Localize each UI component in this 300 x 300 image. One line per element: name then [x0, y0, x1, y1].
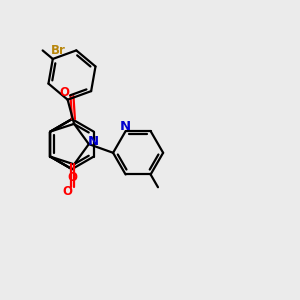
Text: N: N — [88, 135, 99, 148]
Text: O: O — [63, 185, 73, 198]
Text: Br: Br — [51, 44, 66, 57]
Text: N: N — [120, 120, 131, 133]
Text: O: O — [67, 171, 77, 184]
Text: O: O — [59, 86, 69, 99]
